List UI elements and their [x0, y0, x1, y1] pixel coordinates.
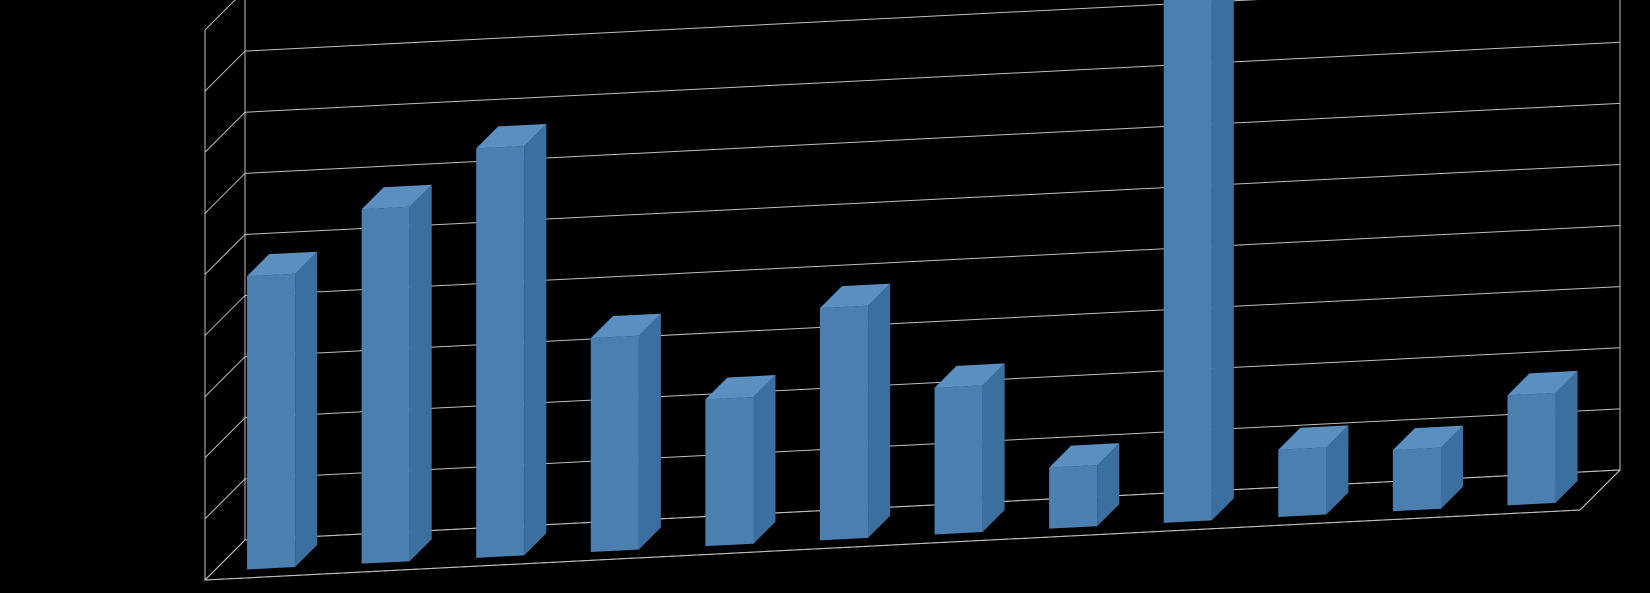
bar-side — [868, 284, 890, 538]
bar-front — [1278, 447, 1326, 517]
bar-front — [1393, 448, 1441, 512]
bar — [820, 284, 890, 541]
bar-front — [476, 146, 524, 558]
bar — [591, 314, 661, 552]
bar-front — [1164, 0, 1212, 523]
bar — [476, 124, 546, 558]
bar-front — [1507, 393, 1555, 505]
bar — [935, 363, 1005, 534]
bar — [1164, 0, 1234, 523]
bar-front — [591, 336, 639, 552]
bar-front — [1049, 465, 1097, 529]
bar-side — [983, 363, 1005, 532]
bar-front — [362, 207, 410, 564]
bar-front — [820, 306, 868, 541]
bar-side — [1556, 371, 1578, 503]
bar-front — [935, 385, 983, 534]
bar-side — [410, 185, 432, 561]
bar-front — [247, 274, 295, 570]
bar — [1507, 371, 1577, 505]
bar — [705, 375, 775, 546]
bar-chart-3d — [0, 0, 1650, 593]
bar — [247, 252, 317, 570]
bar-side — [295, 252, 317, 567]
bar — [362, 185, 432, 564]
bar-side — [639, 314, 661, 550]
bar-side — [1212, 0, 1234, 520]
bar-front — [705, 397, 753, 546]
bar-side — [524, 124, 546, 555]
bar-side — [753, 375, 775, 544]
